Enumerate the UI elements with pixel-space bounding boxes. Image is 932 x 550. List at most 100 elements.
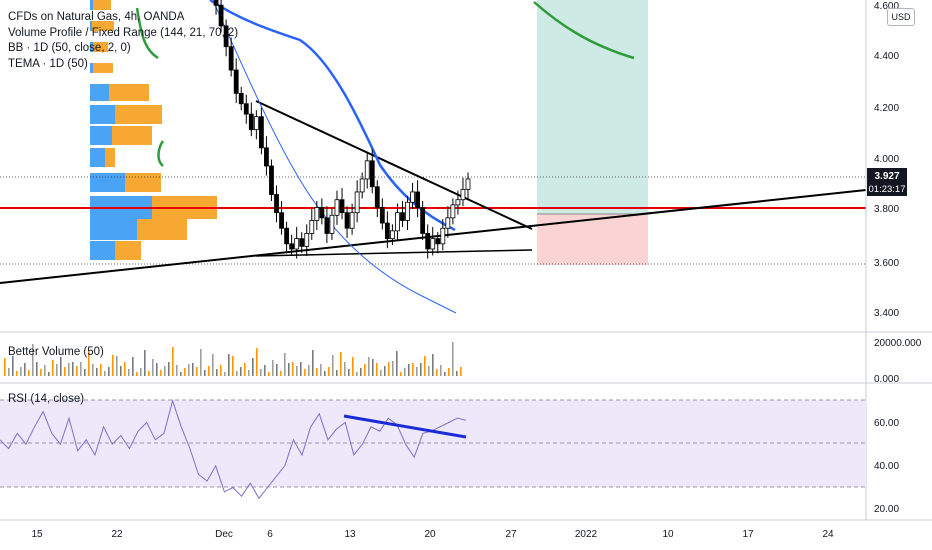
candle-body	[284, 227, 289, 245]
volume-bar	[120, 366, 122, 376]
volume-bar	[400, 372, 402, 376]
volume-bar	[40, 369, 42, 376]
price-tick-label: 4.600	[874, 1, 899, 12]
volume-bar	[60, 357, 62, 376]
volume-bar	[8, 368, 10, 376]
candle-body	[359, 178, 365, 193]
price-tick-label: 4.200	[874, 103, 899, 114]
candle-body	[364, 160, 370, 180]
volume-bar	[192, 363, 194, 376]
symbol-title[interactable]: CFDs on Natural Gas, 4h, OANDA	[8, 11, 185, 23]
candle-body	[228, 46, 234, 71]
volume-bar	[216, 369, 218, 376]
time-axis[interactable]: 15 22 Dec 6 13 20 27 2022 10 17 24	[31, 529, 834, 540]
candle-body	[329, 214, 335, 234]
volume-bar	[256, 348, 258, 376]
volume-bar	[240, 367, 242, 376]
candle-body	[374, 186, 380, 208]
triangle-base-line[interactable]	[255, 249, 533, 257]
candle-body	[400, 212, 405, 221]
volume-bar	[420, 363, 422, 376]
chart-legend[interactable]: CFDs on Natural Gas, 4h, OANDA Volume Pr…	[8, 10, 238, 72]
volume-profile-up-bar	[90, 42, 93, 52]
volume-bar	[376, 363, 378, 376]
volume-profile-down-bar	[105, 148, 115, 167]
time-tick-label: 6	[267, 529, 273, 540]
volume-bar	[188, 364, 190, 376]
volume-bar	[308, 365, 310, 376]
volume-bar	[140, 368, 142, 376]
candle-body	[339, 199, 345, 214]
volume-bar	[380, 370, 382, 376]
volume-bar	[280, 371, 282, 376]
volume-tick-label: 20000.000	[874, 338, 922, 349]
candle-body	[354, 191, 360, 214]
volume-bar	[284, 353, 286, 376]
rsi-tick-label: 40.00	[874, 461, 899, 472]
candle-body	[294, 238, 300, 250]
rsi-pane-title[interactable]: RSI (14, close)	[8, 393, 85, 405]
volume-bar	[300, 362, 302, 376]
volume-bar	[428, 366, 430, 376]
candlesticks	[213, 0, 471, 259]
rsi-band	[0, 400, 866, 487]
rsi-tick-label: 20.00	[874, 504, 899, 515]
volume-profile-up-bar	[90, 173, 125, 192]
candle-body	[415, 191, 421, 208]
time-tick-label: 27	[505, 529, 517, 540]
volume-bar	[12, 356, 14, 376]
volume-bar	[356, 372, 358, 376]
candle-body	[314, 207, 320, 221]
candle-body	[420, 207, 426, 234]
volume-bar	[220, 365, 222, 376]
rsi-pane[interactable]	[0, 399, 866, 500]
volume-pane-title[interactable]: Better Volume (50)	[8, 346, 104, 358]
volume-bar	[252, 358, 254, 376]
volume-bar	[336, 370, 338, 376]
volume-bar	[148, 371, 150, 376]
rsi-divergence-line[interactable]	[343, 414, 467, 439]
volume-profile-down-bar	[125, 173, 161, 192]
volume-bar	[196, 367, 198, 376]
volume-bar	[160, 370, 162, 376]
volume-bar	[432, 354, 434, 376]
candle-body	[410, 191, 415, 203]
volume-bar	[244, 363, 246, 376]
volume-profile-down-bar	[115, 105, 162, 124]
time-tick-label: 13	[344, 529, 356, 540]
volume-bar	[28, 370, 30, 376]
volume-bar	[444, 372, 446, 376]
volume-bar	[260, 369, 262, 376]
price-pane[interactable]	[0, 0, 866, 314]
descending-trendline[interactable]	[255, 100, 533, 230]
volume-bar	[36, 362, 38, 376]
candle-body	[425, 233, 431, 250]
volume-bar	[404, 368, 406, 376]
target-zone	[537, 0, 648, 214]
volume-bar	[88, 351, 90, 376]
volume-profile-up-bar	[90, 105, 115, 124]
volume-bar	[408, 364, 410, 376]
currency-button[interactable]: USD	[887, 8, 915, 26]
volume-bar	[72, 362, 74, 376]
volume-profile-legend[interactable]: Volume Profile / Fixed Range (144, 21, 7…	[8, 26, 239, 39]
volume-bar	[268, 372, 270, 376]
tema-legend[interactable]: TEMA · 1D (50)	[8, 57, 88, 70]
volume-profile-up-bar	[90, 21, 92, 31]
volume-profile-down-bar	[92, 21, 114, 31]
price-axis[interactable]: 4.600 4.400 4.200 4.000 3.600 3.400	[874, 1, 899, 319]
candle-body	[299, 238, 305, 247]
volume-profile-up-bar	[90, 84, 109, 101]
bb-legend[interactable]: BB · 1D (50, close, 2, 0)	[8, 42, 131, 54]
volume-bar	[288, 363, 290, 376]
volume-profile-up-bar	[90, 241, 115, 260]
support-axis-label: 3.800	[874, 204, 899, 215]
volume-bar	[20, 367, 22, 376]
volume-bar	[456, 371, 458, 376]
volume-bar	[168, 362, 170, 376]
volume-bar	[440, 365, 442, 376]
candle-body	[269, 165, 274, 195]
volume-bar	[388, 362, 390, 376]
volume-bar	[136, 372, 138, 376]
